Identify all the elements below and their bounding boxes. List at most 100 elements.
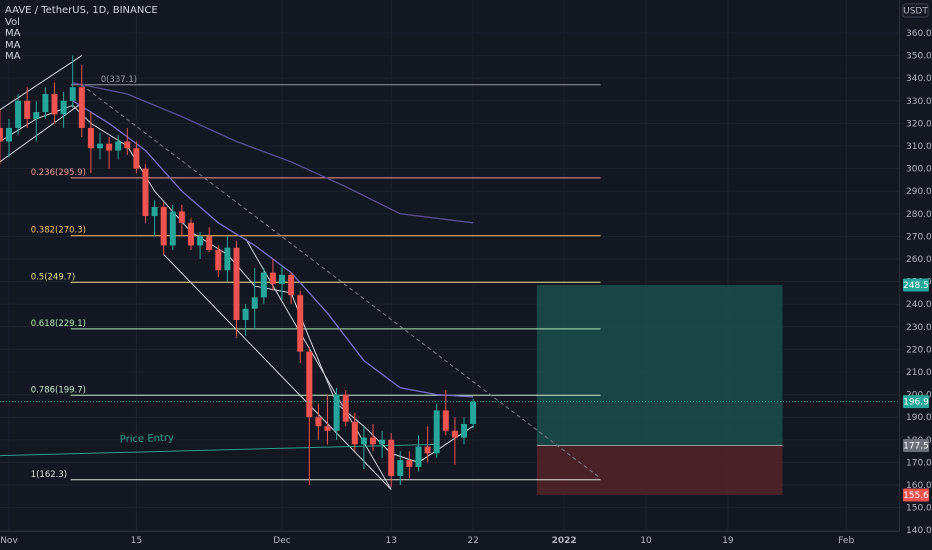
- candle-body: [215, 249, 222, 271]
- indicator-ma-2[interactable]: MA: [5, 39, 21, 51]
- candle: [97, 132, 103, 160]
- candle: [78, 64, 85, 137]
- price-entry-label[interactable]: Price Entry: [120, 433, 175, 446]
- candle: [379, 430, 386, 458]
- indicator-ma-1[interactable]: MA: [5, 28, 21, 39]
- candle-body: [0, 127, 3, 142]
- candle: [442, 390, 449, 436]
- price-badge-stop[interactable]: 155.6: [903, 488, 929, 502]
- y-tick-label: 300.0: [906, 165, 932, 175]
- candle: [188, 218, 194, 250]
- candle: [160, 202, 167, 255]
- trendline[interactable]: [0, 55, 83, 111]
- trendline[interactable]: [163, 254, 392, 490]
- candle: [6, 118, 12, 158]
- candle-body: [451, 430, 458, 438]
- candle: [224, 236, 231, 282]
- y-tick-label: 360.0: [906, 29, 932, 39]
- candle: [451, 417, 458, 465]
- candle-body: [60, 100, 67, 115]
- y-tick-label: 240.0: [906, 300, 932, 310]
- candle-body: [242, 308, 249, 321]
- candles: [0, 55, 477, 488]
- candle: [324, 394, 331, 445]
- x-tick-label: 19: [722, 536, 734, 546]
- candle-body: [33, 112, 40, 119]
- candle: [33, 100, 40, 142]
- fib-level-label: 0.236(295.9): [31, 168, 86, 178]
- position-zones[interactable]: [536, 284, 783, 495]
- candle-body: [288, 274, 295, 296]
- currency-badge[interactable]: USDT: [902, 3, 929, 18]
- candle: [151, 200, 158, 237]
- y-tick-label: 220.0: [906, 345, 932, 355]
- trendline[interactable]: [0, 102, 83, 163]
- indicator-vol[interactable]: Vol: [5, 16, 20, 28]
- candle: [124, 127, 131, 156]
- price-badge-box: [903, 395, 929, 409]
- candle: [115, 134, 122, 160]
- candle: [215, 245, 222, 278]
- annotations[interactable]: Price Entry: [0, 401, 899, 446]
- price-badge-box: [903, 278, 929, 292]
- price-badge-value: 196.9: [903, 398, 929, 408]
- candle: [60, 91, 67, 128]
- y-tick-label: 230.0: [906, 323, 932, 333]
- candle: [87, 112, 94, 174]
- x-tick-label: Feb: [838, 536, 854, 546]
- currency-label: USDT: [903, 7, 928, 17]
- fib-level-label: 0.5(249.7): [31, 272, 75, 282]
- fib-level-label: 0(337.1): [101, 75, 137, 85]
- candle-body: [260, 272, 267, 298]
- candle: [279, 265, 285, 300]
- time-axis[interactable]: Nov15Dec132220221019Feb14Mar1423: [0, 531, 932, 547]
- price-badge-box: [903, 488, 929, 502]
- candle-body: [6, 127, 12, 142]
- candle: [342, 390, 349, 427]
- y-tick-label: 290.0: [906, 187, 932, 197]
- x-tick-label: 15: [131, 536, 142, 546]
- candle-body: [406, 460, 413, 467]
- profit-zone[interactable]: [536, 284, 783, 446]
- y-tick-label: 210.0: [906, 368, 932, 378]
- price-axis[interactable]: 140.0150.0160.0170.0180.0190.0200.0210.0…: [899, 0, 932, 550]
- candle-body: [51, 94, 58, 115]
- symbol-title[interactable]: AAVE / TetherUS, 1D, BINANCE: [5, 5, 158, 16]
- candle: [42, 87, 49, 119]
- candle: [269, 259, 276, 291]
- candle-body: [424, 446, 431, 454]
- candle: [251, 268, 258, 330]
- candle-body: [351, 421, 358, 445]
- candle: [260, 268, 267, 305]
- currency-badge-box: [902, 3, 929, 18]
- x-tick-label: Dec: [273, 536, 290, 546]
- candle: [351, 412, 358, 452]
- price-badge-entry[interactable]: 177.5: [903, 438, 929, 452]
- y-tick-label: 320.0: [906, 119, 932, 129]
- candle: [470, 399, 477, 429]
- candle-body: [124, 141, 131, 149]
- trendline[interactable]: [245, 238, 392, 490]
- indicator-ma-3[interactable]: MA: [5, 51, 21, 62]
- candle: [51, 82, 58, 124]
- candle: [242, 304, 249, 336]
- candle-body: [169, 211, 176, 246]
- x-tick-label: 13: [385, 536, 396, 546]
- price-badge-target[interactable]: 248.5: [903, 278, 929, 292]
- y-tick-label: 170.0: [906, 458, 932, 468]
- x-tick-label: 22: [467, 536, 478, 546]
- candle-body: [397, 460, 404, 476]
- price-axis-panel: [899, 0, 932, 550]
- price-badge-value: 155.6: [903, 491, 929, 501]
- trendline[interactable]: [81, 84, 601, 479]
- candle-body: [433, 410, 440, 454]
- y-tick-label: 280.0: [906, 210, 932, 220]
- price-badge-last[interactable]: 196.9: [903, 395, 929, 409]
- candle-body: [333, 394, 340, 431]
- candle: [424, 426, 431, 463]
- candle-body: [461, 423, 467, 438]
- loss-zone[interactable]: [536, 445, 783, 495]
- fib-retracement[interactable]: 0(337.1) 0.236(295.9) 0.382(270.3) 0.5(249.…: [31, 75, 601, 481]
- y-tick-label: 340.0: [906, 74, 932, 84]
